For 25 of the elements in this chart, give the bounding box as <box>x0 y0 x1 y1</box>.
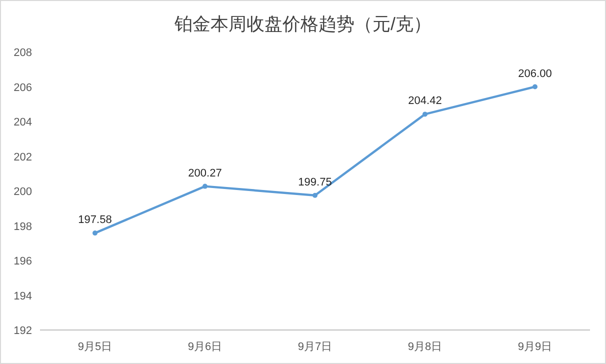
y-tick-label: 196 <box>14 256 32 268</box>
y-tick-label: 194 <box>14 290 32 302</box>
y-tick-label: 192 <box>14 325 32 337</box>
y-tick-label: 200 <box>14 186 32 198</box>
point <box>202 184 208 189</box>
point <box>312 192 318 198</box>
y-tick-label: 204 <box>14 116 32 128</box>
point <box>422 112 428 117</box>
x-tick-label: 9月9日 <box>518 341 552 353</box>
y-tick-label: 208 <box>14 47 32 59</box>
text: 206.00 <box>518 68 552 80</box>
point <box>532 84 538 90</box>
text: 199.75 <box>298 176 332 188</box>
x-tick-label: 9月5日 <box>78 341 112 353</box>
x-tick-label: 9月7日 <box>298 341 332 353</box>
chart-title: 铂金本周收盘价格趋势（元/克） <box>173 14 432 34</box>
x-tick-label: 9月8日 <box>408 341 442 353</box>
y-tick-label: 202 <box>14 151 32 164</box>
text: 200.27 <box>188 167 222 180</box>
x-tick-label: 9月6日 <box>188 341 222 353</box>
text: 197.58 <box>78 214 112 226</box>
text: 204.42 <box>408 95 442 108</box>
y-tick-label: 206 <box>14 82 32 94</box>
y-tick-label: 198 <box>14 220 32 233</box>
point <box>92 230 98 236</box>
